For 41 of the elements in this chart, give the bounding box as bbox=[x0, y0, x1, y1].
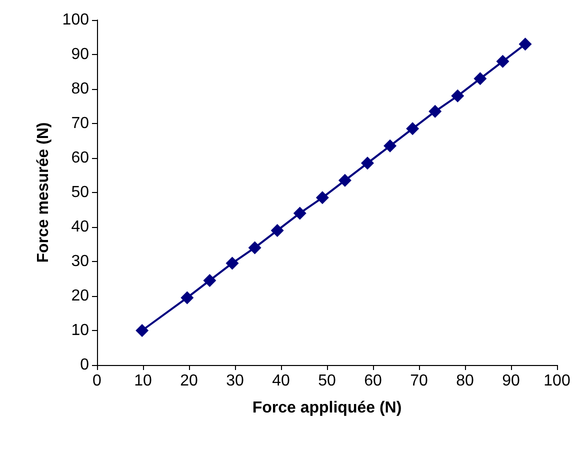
point bbox=[180, 291, 194, 304]
x-tick-label: 60 bbox=[364, 372, 382, 390]
y-tick-label: 80 bbox=[71, 80, 90, 98]
x-axis-title: Force appliquée (N) bbox=[252, 400, 402, 416]
y-tick-label: 90 bbox=[71, 46, 90, 63]
point bbox=[203, 274, 216, 287]
point bbox=[384, 139, 397, 152]
point bbox=[428, 104, 442, 118]
x-tick-label: 100 bbox=[544, 372, 570, 390]
y-tick-label: 30 bbox=[71, 253, 90, 270]
x-tick-label: 70 bbox=[410, 372, 428, 390]
y-tick-label: 70 bbox=[71, 115, 90, 132]
x-tick-label: 30 bbox=[226, 372, 244, 390]
y-axis-title: Force mesurée (N) bbox=[34, 122, 52, 263]
point bbox=[518, 38, 532, 51]
x-tick-label: 90 bbox=[502, 372, 520, 390]
point bbox=[293, 206, 306, 220]
y-tick-label: 60 bbox=[71, 150, 90, 166]
point bbox=[406, 122, 420, 136]
y-tick-label: 40 bbox=[71, 218, 90, 236]
point bbox=[496, 54, 510, 68]
y-tick-label: 100 bbox=[62, 12, 90, 28]
point bbox=[451, 89, 464, 102]
point bbox=[270, 224, 284, 237]
y-tick-label: 10 bbox=[71, 322, 90, 339]
point bbox=[474, 72, 487, 86]
point bbox=[316, 191, 329, 204]
x-tick-label: 0 bbox=[92, 372, 102, 390]
point bbox=[136, 324, 149, 337]
x-tick-label: 80 bbox=[456, 372, 474, 390]
point bbox=[360, 156, 374, 170]
point bbox=[338, 174, 352, 187]
y-tick-label: 20 bbox=[71, 288, 90, 304]
x-tick-label: 40 bbox=[272, 372, 290, 390]
point bbox=[226, 256, 239, 270]
point bbox=[248, 241, 262, 254]
x-tick-label: 50 bbox=[318, 372, 336, 390]
x-tick-label: 10 bbox=[134, 372, 152, 390]
y-tick-label: 0 bbox=[80, 356, 90, 374]
x-tick-label: 20 bbox=[180, 372, 198, 390]
y-tick-label: 50 bbox=[71, 184, 90, 201]
